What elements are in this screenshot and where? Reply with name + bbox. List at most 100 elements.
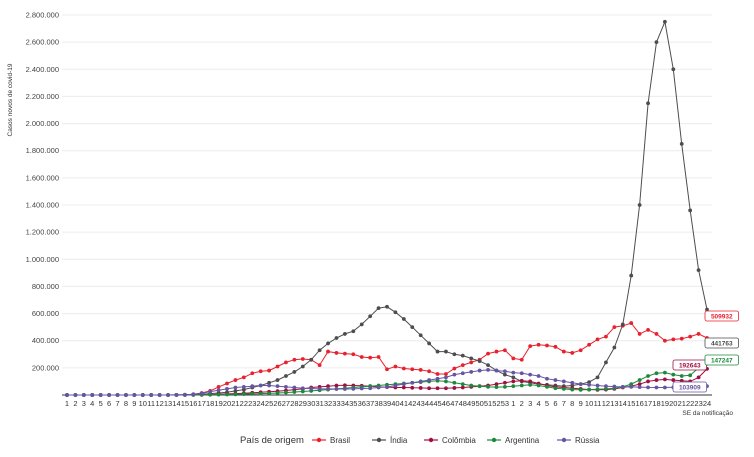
x-tick-label: 6 bbox=[553, 399, 557, 408]
x-tick-label: 15 bbox=[627, 399, 635, 408]
data-point bbox=[696, 332, 701, 336]
x-tick-label: 42 bbox=[408, 399, 416, 408]
data-point bbox=[342, 332, 347, 336]
data-point bbox=[326, 386, 330, 391]
data-point bbox=[595, 375, 600, 380]
x-tick-label: 2 bbox=[73, 399, 77, 408]
x-tick-label: 18 bbox=[206, 399, 214, 408]
data-point bbox=[418, 333, 423, 338]
x-tick-label: 49 bbox=[467, 399, 475, 408]
data-point bbox=[511, 384, 516, 389]
data-point bbox=[300, 364, 305, 369]
data-point bbox=[637, 385, 642, 390]
data-point bbox=[646, 374, 650, 378]
data-point bbox=[688, 334, 693, 339]
data-point bbox=[334, 387, 339, 391]
data-point bbox=[570, 387, 575, 392]
x-tick-label: 21 bbox=[678, 399, 686, 408]
series-group bbox=[65, 19, 709, 397]
x-tick-label: 23 bbox=[248, 399, 256, 408]
data-point bbox=[81, 393, 86, 397]
data-point bbox=[460, 385, 465, 390]
data-point bbox=[629, 321, 634, 325]
data-point bbox=[225, 392, 229, 397]
data-point bbox=[536, 383, 541, 388]
data-point bbox=[435, 372, 440, 376]
data-point bbox=[317, 386, 322, 391]
legend-marker bbox=[491, 437, 497, 443]
data-point bbox=[460, 363, 465, 368]
data-point bbox=[385, 367, 389, 372]
data-point bbox=[300, 386, 305, 391]
x-tick-label: 22 bbox=[686, 399, 694, 408]
data-point bbox=[688, 208, 693, 213]
end-label: 441763 bbox=[711, 341, 733, 348]
data-point bbox=[182, 392, 187, 397]
data-point bbox=[444, 386, 448, 391]
data-point bbox=[637, 203, 642, 207]
legend-label: Índia bbox=[390, 436, 408, 445]
data-point bbox=[342, 351, 347, 356]
data-point bbox=[292, 370, 297, 374]
y-tick-label: 1.600.000 bbox=[26, 173, 59, 182]
x-tick-label: 5 bbox=[99, 399, 103, 408]
data-point bbox=[267, 380, 272, 385]
data-point bbox=[469, 383, 474, 388]
data-point bbox=[275, 384, 280, 389]
data-point bbox=[326, 341, 330, 346]
x-tick-label: 50 bbox=[475, 399, 483, 408]
x-tick-label: 43 bbox=[417, 399, 425, 408]
data-point bbox=[73, 393, 78, 397]
legend-label: Argentina bbox=[505, 436, 540, 445]
data-point bbox=[90, 393, 95, 397]
data-point bbox=[671, 67, 676, 72]
data-point bbox=[444, 349, 448, 354]
data-point bbox=[528, 344, 533, 349]
data-point bbox=[662, 370, 667, 375]
data-point bbox=[528, 379, 533, 384]
x-tick-label: 24 bbox=[257, 399, 265, 408]
x-tick-label: 36 bbox=[358, 399, 366, 408]
y-tick-label: 200.000 bbox=[32, 363, 59, 372]
data-point bbox=[519, 383, 524, 388]
x-tick-label: 4 bbox=[536, 399, 540, 408]
data-point bbox=[250, 371, 255, 376]
x-tick-label: 9 bbox=[132, 399, 136, 408]
data-point bbox=[427, 378, 432, 382]
x-tick-label: 1 bbox=[511, 399, 515, 408]
data-point bbox=[679, 336, 684, 341]
legend-title: País de origem bbox=[240, 435, 304, 446]
data-point bbox=[629, 382, 634, 387]
data-point bbox=[418, 379, 423, 384]
end-label: 103909 bbox=[679, 385, 701, 392]
data-point bbox=[511, 370, 516, 375]
end-label: 147247 bbox=[711, 358, 733, 365]
data-point bbox=[646, 385, 650, 390]
data-point bbox=[393, 383, 398, 388]
x-tick-label: 16 bbox=[189, 399, 197, 408]
data-point bbox=[368, 386, 373, 391]
y-tick-label: 600.000 bbox=[32, 309, 59, 318]
x-tick-label: 28 bbox=[290, 399, 298, 408]
data-point bbox=[326, 384, 330, 389]
data-point bbox=[612, 384, 617, 389]
data-point bbox=[545, 376, 549, 381]
data-point bbox=[536, 374, 541, 378]
x-tick-label: 27 bbox=[282, 399, 290, 408]
data-point bbox=[637, 382, 642, 387]
y-axis-title: Casos novos de covid-19 bbox=[7, 63, 14, 136]
x-tick-label: 14 bbox=[619, 399, 627, 408]
data-point bbox=[553, 378, 558, 382]
data-point bbox=[452, 386, 457, 390]
x-tick-label: 20 bbox=[223, 399, 231, 408]
data-point bbox=[553, 344, 558, 349]
data-point bbox=[267, 368, 272, 373]
data-point bbox=[410, 380, 415, 385]
data-point bbox=[418, 367, 423, 372]
data-point bbox=[604, 386, 608, 391]
data-point bbox=[502, 380, 507, 385]
data-point bbox=[595, 387, 600, 392]
data-point bbox=[553, 386, 558, 391]
data-point bbox=[629, 384, 634, 389]
x-tick-label: 12 bbox=[155, 399, 163, 408]
